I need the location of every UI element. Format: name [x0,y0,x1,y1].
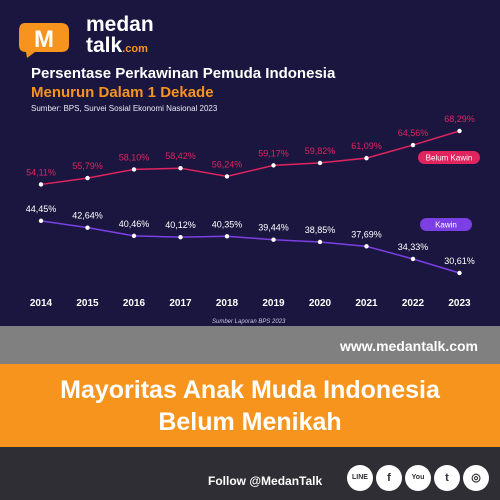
data-point [38,218,44,224]
data-point [224,174,230,179]
instagram-icon[interactable]: ◎ [463,465,489,491]
data-point [85,225,90,230]
data-point [410,142,416,148]
data-label: 40,35% [212,219,243,229]
data-point [131,233,137,239]
chart-subtitle: Menurun Dalam 1 Dekade [31,84,214,101]
data-label: 44,45% [26,204,57,214]
headline: Mayoritas Anak Muda Indonesia Belum Meni… [0,374,500,438]
data-point [38,182,44,187]
legend-item [418,151,480,164]
data-label: 59,17% [258,148,289,158]
data-label: 38,85% [305,225,336,235]
x-tick-label: 2016 [123,298,146,309]
data-point [364,155,369,161]
data-label: 42,64% [72,211,103,221]
x-tick-label: 2018 [216,298,239,309]
data-point [457,128,462,134]
logo-letter: M [34,26,54,53]
data-point [271,163,276,168]
headline-line1: Mayoritas Anak Muda Indonesia [60,376,440,404]
x-tick-label: 2023 [448,298,471,309]
data-label: 64,56% [398,128,429,138]
series-line [40,130,460,186]
bottom-source: Sumber Laporan BPS 2023 [212,319,286,325]
youtube-icon[interactable]: You [405,465,431,491]
chart-title: Persentase Perkawinan Pemuda Indonesia [31,65,336,82]
legend-label: Kawin [435,221,457,230]
x-tick-label: 2017 [169,298,192,309]
data-point [271,237,276,242]
data-point [85,175,90,181]
medantalk-logo-icon: M [19,23,69,58]
data-label: 58,10% [119,152,150,162]
data-point [224,234,230,239]
brand-line1: medan [86,13,154,36]
x-tick-label: 2014 [30,298,53,309]
facebook-icon[interactable]: f [376,465,402,491]
data-label: 54,11% [26,167,56,177]
data-label: 56,24% [212,159,243,169]
data-point [317,239,323,245]
x-tick-label: 2021 [355,298,378,309]
brand-line2: talk [86,34,123,57]
chart-source: Sumber: BPS, Survei Sosial Ekonomi Nasio… [31,104,218,113]
data-label: 40,46% [119,219,150,229]
data-label: 58,42% [165,151,196,161]
brand-suffix: .com [122,43,148,55]
follow-text: Follow @MedanTalk [208,474,323,488]
legend-item [420,218,472,231]
url-bar [0,326,500,364]
data-point [178,165,183,171]
legend-label: Belum Kawin [426,154,473,163]
data-point [410,256,416,262]
data-label: 37,69% [351,229,382,239]
twitter-icon[interactable]: t [434,465,460,491]
chart-panel: M medan talk.com Persentase Perkawinan P… [0,0,500,340]
data-point [131,167,137,172]
data-point [178,234,183,240]
series-line [40,220,460,274]
data-label: 55,79% [72,161,103,171]
data-label: 40,12% [165,220,196,230]
data-label: 59,82% [305,146,336,156]
data-point [317,160,323,166]
site-url[interactable]: www.medantalk.com [340,338,478,354]
data-label: 68,29% [444,114,475,124]
data-label: 61,09% [351,141,382,151]
data-label: 30,61% [444,256,475,266]
data-point [457,270,462,276]
line-icon[interactable]: LINE [347,465,373,491]
data-point [364,244,369,249]
x-tick-label: 2015 [76,298,99,309]
x-tick-label: 2019 [262,298,285,309]
x-tick-label: 2022 [402,298,425,309]
x-tick-label: 2020 [309,298,332,309]
brand-name: medan talk.com [86,14,154,60]
data-label: 34,33% [398,242,429,252]
headline-line2: Belum Menikah [158,408,342,436]
headline-banner [0,364,500,447]
line-chart: 2014 2015 2016 2017 2018 2019 2020 2021 2022 2023… [26,114,480,309]
data-label: 39,44% [258,223,289,233]
